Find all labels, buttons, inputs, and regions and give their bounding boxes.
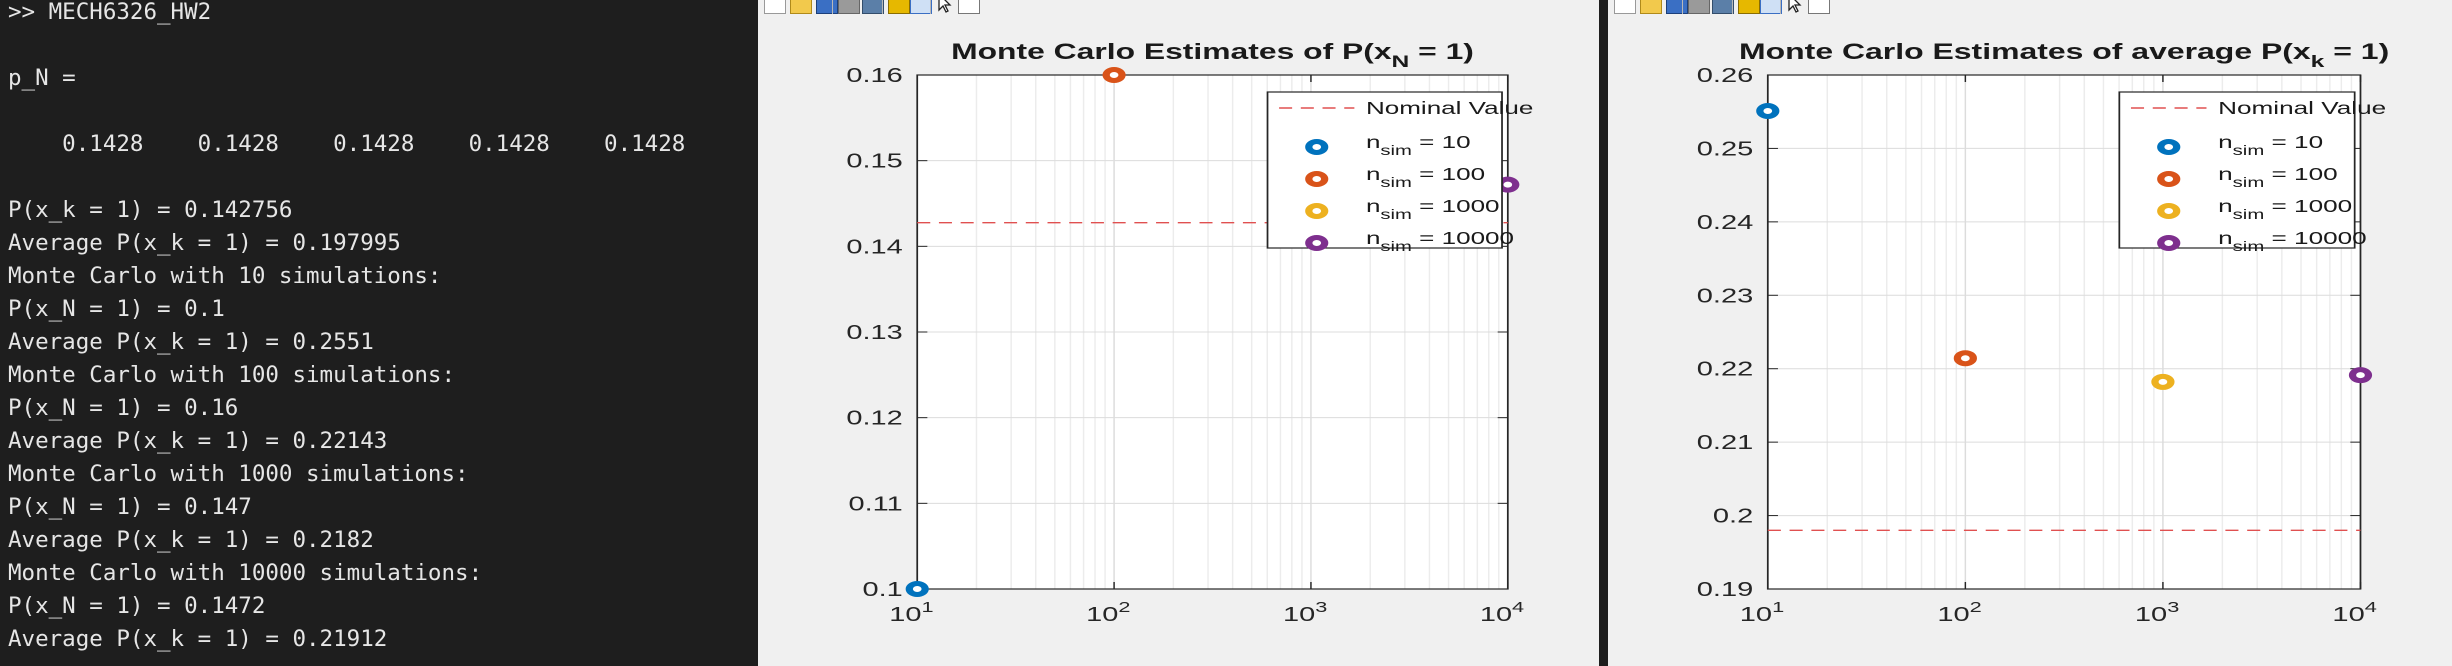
- figure-window-2: 0.19 0.2 0.21 0.22 0.23 0.24 0.25 0.26 101 102 103…: [1608, 0, 2452, 666]
- axes-box: [1766, 74, 2362, 590]
- print-preview-icon[interactable]: [862, 0, 884, 14]
- x-tick-label: 104: [2332, 598, 2376, 625]
- toolbar-separator: [832, 0, 833, 14]
- x-tick-label: 104: [1480, 598, 1524, 625]
- y-tick-label: 0.15: [846, 150, 902, 173]
- colorbar-icon[interactable]: [888, 0, 910, 14]
- toolbar-separator: [1682, 0, 1683, 14]
- legend-label: Nominal Value: [2218, 98, 2386, 118]
- y-tick-label: 0.12: [846, 407, 902, 430]
- toolbar-separator: [882, 0, 883, 14]
- legend[interactable]: Nominal Value nsim = 10 nsim = 100 nsim = 1…: [1266, 91, 1534, 254]
- y-tick-label: 0.23: [1697, 285, 1754, 307]
- toolbar-separator: [930, 0, 931, 14]
- y-tick-label: 0.25: [1697, 138, 1754, 160]
- colorbar-icon[interactable]: [1738, 0, 1760, 14]
- console-line: Average P(x_k = 1) = 0.2182: [8, 527, 374, 553]
- property-editor-icon[interactable]: [1808, 0, 1830, 14]
- legend-icon[interactable]: [1760, 0, 1782, 14]
- legend-label: nsim = 10: [2218, 132, 2323, 158]
- y-tick-label: 0.2: [1713, 505, 1753, 527]
- console-line: Monte Carlo with 10000 simulations:: [8, 560, 483, 586]
- legend-label: Nominal Value: [1366, 98, 1533, 118]
- chart-title: Monte Carlo Estimates of average P(xk = …: [1739, 39, 2389, 71]
- legend-marker: [1305, 171, 1329, 187]
- console-line: Monte Carlo with 1000 simulations:: [8, 461, 469, 487]
- console-line: Average P(x_k = 1) = 0.22143: [8, 428, 388, 454]
- legend-icon[interactable]: [910, 0, 932, 14]
- legend-marker: [1305, 203, 1329, 219]
- print-icon[interactable]: [1688, 0, 1710, 14]
- toolbar-separator: [1780, 0, 1781, 14]
- y-tick-label: 0.1: [862, 578, 902, 601]
- print-preview-icon[interactable]: [1712, 0, 1734, 14]
- legend-label: nsim = 100: [1366, 164, 1485, 190]
- y-tick-label: 0.26: [1697, 64, 1754, 86]
- figure-toolbar: [758, 0, 1599, 18]
- y-tick-label: 0.22: [1697, 358, 1754, 380]
- legend[interactable]: Nominal Value nsim = 10 nsim = 100 nsim = 1…: [2118, 91, 2386, 254]
- y-tick-label: 0.21: [1697, 432, 1754, 454]
- console-line: P(x_k = 1) = 0.142756: [8, 197, 293, 223]
- x-tick-label: 101: [1740, 598, 1784, 625]
- y-tick-label: 0.14: [846, 236, 903, 259]
- legend-label: nsim = 1000: [1366, 196, 1500, 222]
- toolbar-separator: [1732, 0, 1733, 14]
- console-line: >> MECH6326_HW2: [8, 0, 212, 25]
- x-tick-label: 103: [1283, 598, 1327, 625]
- legend-box: [2118, 91, 2356, 249]
- legend-box: [1266, 91, 1503, 249]
- new-figure-icon[interactable]: [1614, 0, 1636, 14]
- legend-marker: [2157, 203, 2181, 219]
- legend-marker: [2157, 139, 2181, 155]
- legend-label: nsim = 10: [1366, 132, 1471, 158]
- y-tick-label: 0.16: [846, 64, 902, 87]
- console-line: P(x_N = 1) = 0.1472: [8, 593, 266, 619]
- figure-toolbar: [1608, 0, 2452, 18]
- legend-label: nsim = 10000: [1366, 228, 1514, 254]
- open-file-icon[interactable]: [790, 0, 812, 14]
- y-tick-label: 0.13: [846, 321, 902, 344]
- x-tick-label: 102: [1937, 598, 1981, 625]
- console-line: Monte Carlo with 100 simulations:: [8, 362, 456, 388]
- legend-marker: [1305, 139, 1329, 155]
- data-point: [905, 581, 929, 597]
- console-line: Average P(x_k = 1) = 0.197995: [8, 230, 401, 256]
- open-file-icon[interactable]: [1640, 0, 1662, 14]
- console-line: Average P(x_k = 1) = 0.2551: [8, 329, 374, 355]
- legend-label: nsim = 1000: [2218, 196, 2352, 222]
- new-figure-icon[interactable]: [764, 0, 786, 14]
- x-tick-label: 101: [889, 598, 933, 625]
- console-line: P(x_N = 1) = 0.1: [8, 296, 225, 322]
- y-tick-label: 0.24: [1697, 211, 1754, 233]
- legend-marker: [2157, 171, 2181, 187]
- data-point: [1756, 102, 1780, 119]
- console-line: P(x_N = 1) = 0.147: [8, 494, 252, 520]
- y-tick-label: 0.19: [1697, 578, 1754, 600]
- legend-marker: [1305, 235, 1329, 251]
- x-tick-label: 103: [2135, 598, 2179, 625]
- legend-label: nsim = 100: [2218, 164, 2338, 190]
- pointer-icon[interactable]: [936, 0, 958, 14]
- data-point: [2348, 367, 2373, 384]
- legend-marker: [2157, 235, 2181, 251]
- console-line: p_N =: [8, 65, 76, 91]
- pointer-icon[interactable]: [1786, 0, 1808, 14]
- chart-title: Monte Carlo Estimates of P(xN = 1): [951, 39, 1474, 71]
- command-window[interactable]: >> MECH6326_HW2 p_N = 0.1428 0.1428 0.142…: [0, 0, 757, 666]
- data-point: [2151, 373, 2175, 390]
- x-tick-label: 102: [1086, 598, 1130, 625]
- console-line: Monte Carlo with 10 simulations:: [8, 263, 442, 289]
- console-line: 0.1428 0.1428 0.1428 0.1428 0.1428: [8, 131, 686, 157]
- property-editor-icon[interactable]: [958, 0, 980, 14]
- figure-window-1: 0.1 0.11 0.12 0.13 0.14 0.15 0.16 101 102 103 104 M…: [758, 0, 1599, 666]
- console-line: P(x_N = 1) = 0.16: [8, 395, 239, 421]
- legend-label: nsim = 10000: [2218, 228, 2367, 254]
- data-point: [1102, 67, 1126, 83]
- data-point: [1953, 350, 1977, 367]
- y-tick-label: 0.11: [849, 493, 903, 516]
- print-icon[interactable]: [838, 0, 860, 14]
- console-line: Average P(x_k = 1) = 0.21912: [8, 626, 388, 652]
